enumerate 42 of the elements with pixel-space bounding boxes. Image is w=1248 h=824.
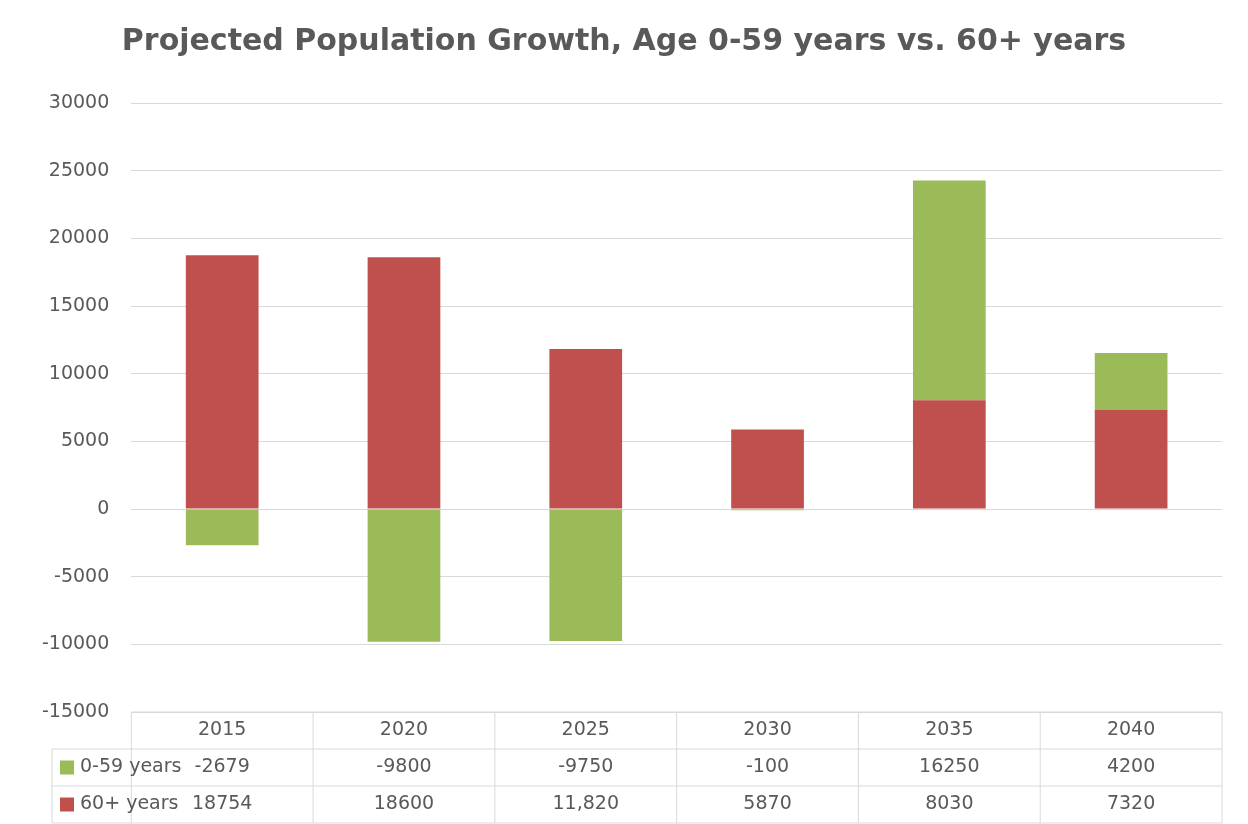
data-label: 8030 (925, 791, 974, 814)
legend-label: 0-59 years (80, 754, 182, 777)
x-tick-label: 2035 (925, 717, 974, 740)
bar (185, 509, 259, 546)
data-label: 18754 (191, 791, 253, 814)
data-label: 7320 (1106, 791, 1156, 814)
y-tick-label: 15000 (48, 292, 110, 315)
bar (549, 349, 623, 509)
chart-title: Projected Population Growth, Age 0-59 years vs. 60+ years (120, 22, 1128, 57)
data-label: -9750 (558, 754, 614, 777)
y-tick-label: 5000 (60, 428, 110, 451)
y-tick-label: 10000 (48, 360, 110, 383)
x-tick-label: 2020 (379, 717, 429, 740)
bar (912, 400, 986, 509)
data-label: -100 (745, 754, 790, 777)
bar (912, 180, 986, 401)
data-label: 4200 (1106, 754, 1156, 777)
bar (185, 255, 259, 509)
y-tick-label: 25000 (48, 157, 110, 180)
data-label: 5870 (743, 791, 792, 814)
y-tick-label: -15000 (41, 698, 110, 721)
legend-label: 60+ years (80, 791, 179, 814)
data-label: 18600 (373, 791, 435, 814)
y-tick-label: -10000 (41, 631, 110, 654)
data-label: -9800 (376, 754, 432, 777)
data-label: -2679 (194, 754, 250, 777)
y-tick-label: 30000 (48, 89, 110, 112)
y-tick-label: 0 (97, 495, 110, 518)
x-tick-label: 2030 (743, 717, 792, 740)
bar (1094, 409, 1168, 509)
y-tick-label: -5000 (54, 563, 110, 586)
bar (367, 509, 441, 642)
x-tick-label: 2015 (198, 717, 247, 740)
data-label: 11,820 (552, 791, 619, 814)
x-tick-label: 2025 (561, 717, 610, 740)
bar (1094, 353, 1168, 410)
bar (367, 257, 441, 509)
y-tick-label: 20000 (48, 225, 110, 248)
bar (731, 429, 804, 509)
bar (549, 509, 623, 641)
x-tick-label: 2040 (1106, 717, 1156, 740)
data-label: 16250 (919, 754, 980, 777)
